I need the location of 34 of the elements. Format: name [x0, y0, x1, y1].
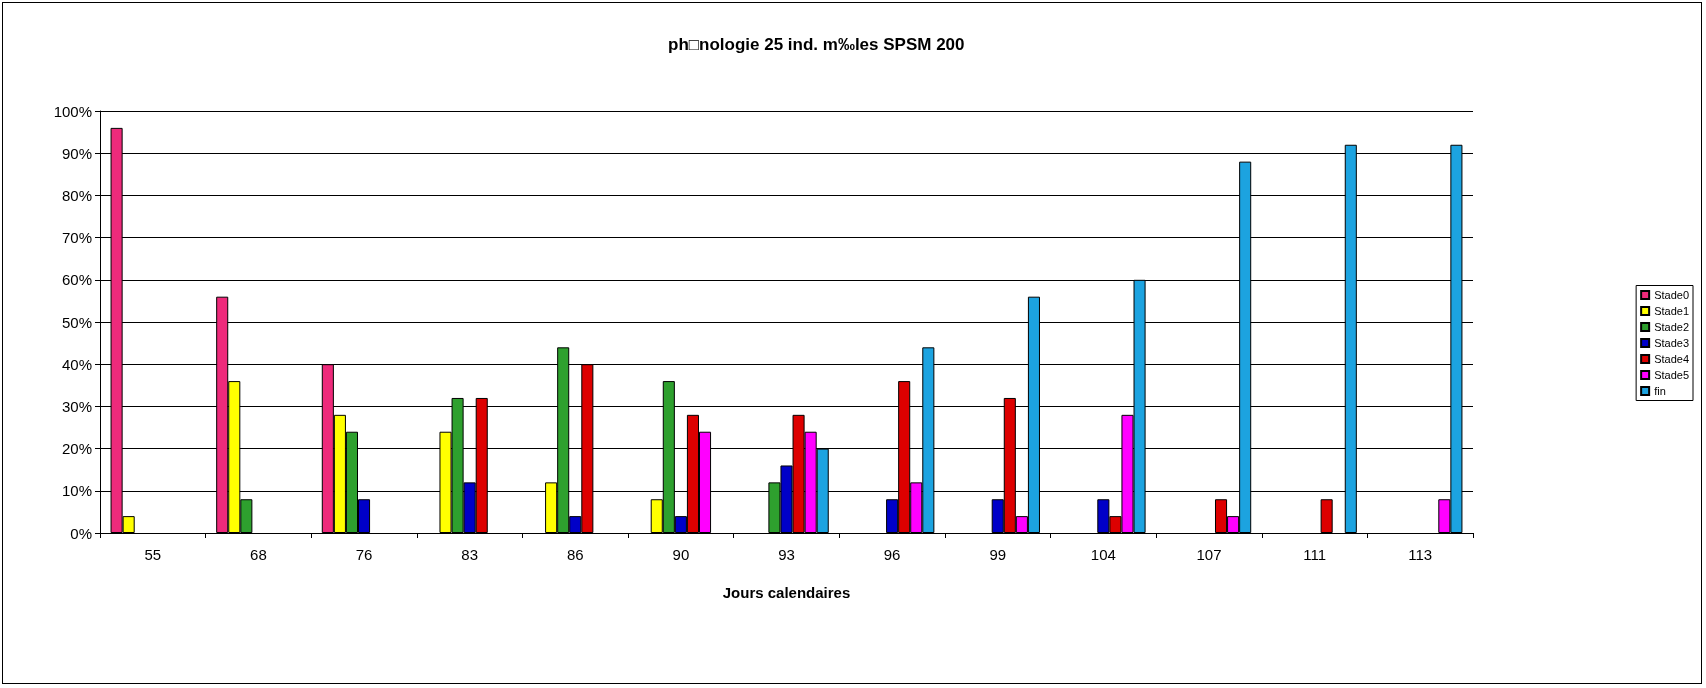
x-tick-label: 83: [461, 546, 478, 563]
legend-label: Stade5: [1654, 369, 1690, 381]
legend-label: Stade2: [1654, 321, 1690, 333]
y-tick-label: 30%: [61, 397, 92, 415]
x-tick-label: 104: [1090, 546, 1116, 563]
x-axis-title: Jours calendaires: [722, 584, 851, 601]
legend-label: Stade4: [1654, 353, 1690, 365]
x-tick-label: 111: [1303, 546, 1326, 563]
legend-label: Stade3: [1654, 337, 1690, 349]
x-tick-label: 93: [778, 546, 795, 563]
x-tick-label: 113: [1408, 546, 1433, 563]
y-tick-label: 70%: [61, 229, 92, 247]
legend-label: fin: [1654, 385, 1666, 397]
legend-label: Stade0: [1654, 289, 1690, 301]
x-tick-label: 68: [250, 546, 267, 563]
chart-title: ph□nologie 25 ind. m‰les SPSM 200: [668, 35, 965, 54]
x-tick-label: 90: [672, 546, 690, 563]
bar: [1320, 499, 1333, 533]
y-tick-label: 10%: [61, 482, 92, 500]
x-tick-label: 96: [883, 546, 901, 563]
legend-label: Stade1: [1654, 305, 1690, 317]
y-tick-label: 100%: [53, 102, 92, 120]
x-tick-label: 99: [989, 546, 1007, 563]
y-tick-label: 20%: [61, 440, 92, 458]
y-tick-label: 40%: [61, 355, 92, 373]
y-tick-label: 80%: [61, 186, 92, 204]
y-tick-label: 60%: [61, 271, 92, 289]
x-tick-label: 76: [355, 546, 373, 563]
y-tick-label: 0%: [70, 524, 92, 542]
y-tick-label: 50%: [61, 313, 92, 331]
x-tick-label: 86: [566, 546, 584, 563]
y-tick-label: 90%: [61, 144, 92, 162]
x-tick-label: 55: [144, 546, 162, 563]
x-tick-label: 107: [1196, 546, 1222, 563]
